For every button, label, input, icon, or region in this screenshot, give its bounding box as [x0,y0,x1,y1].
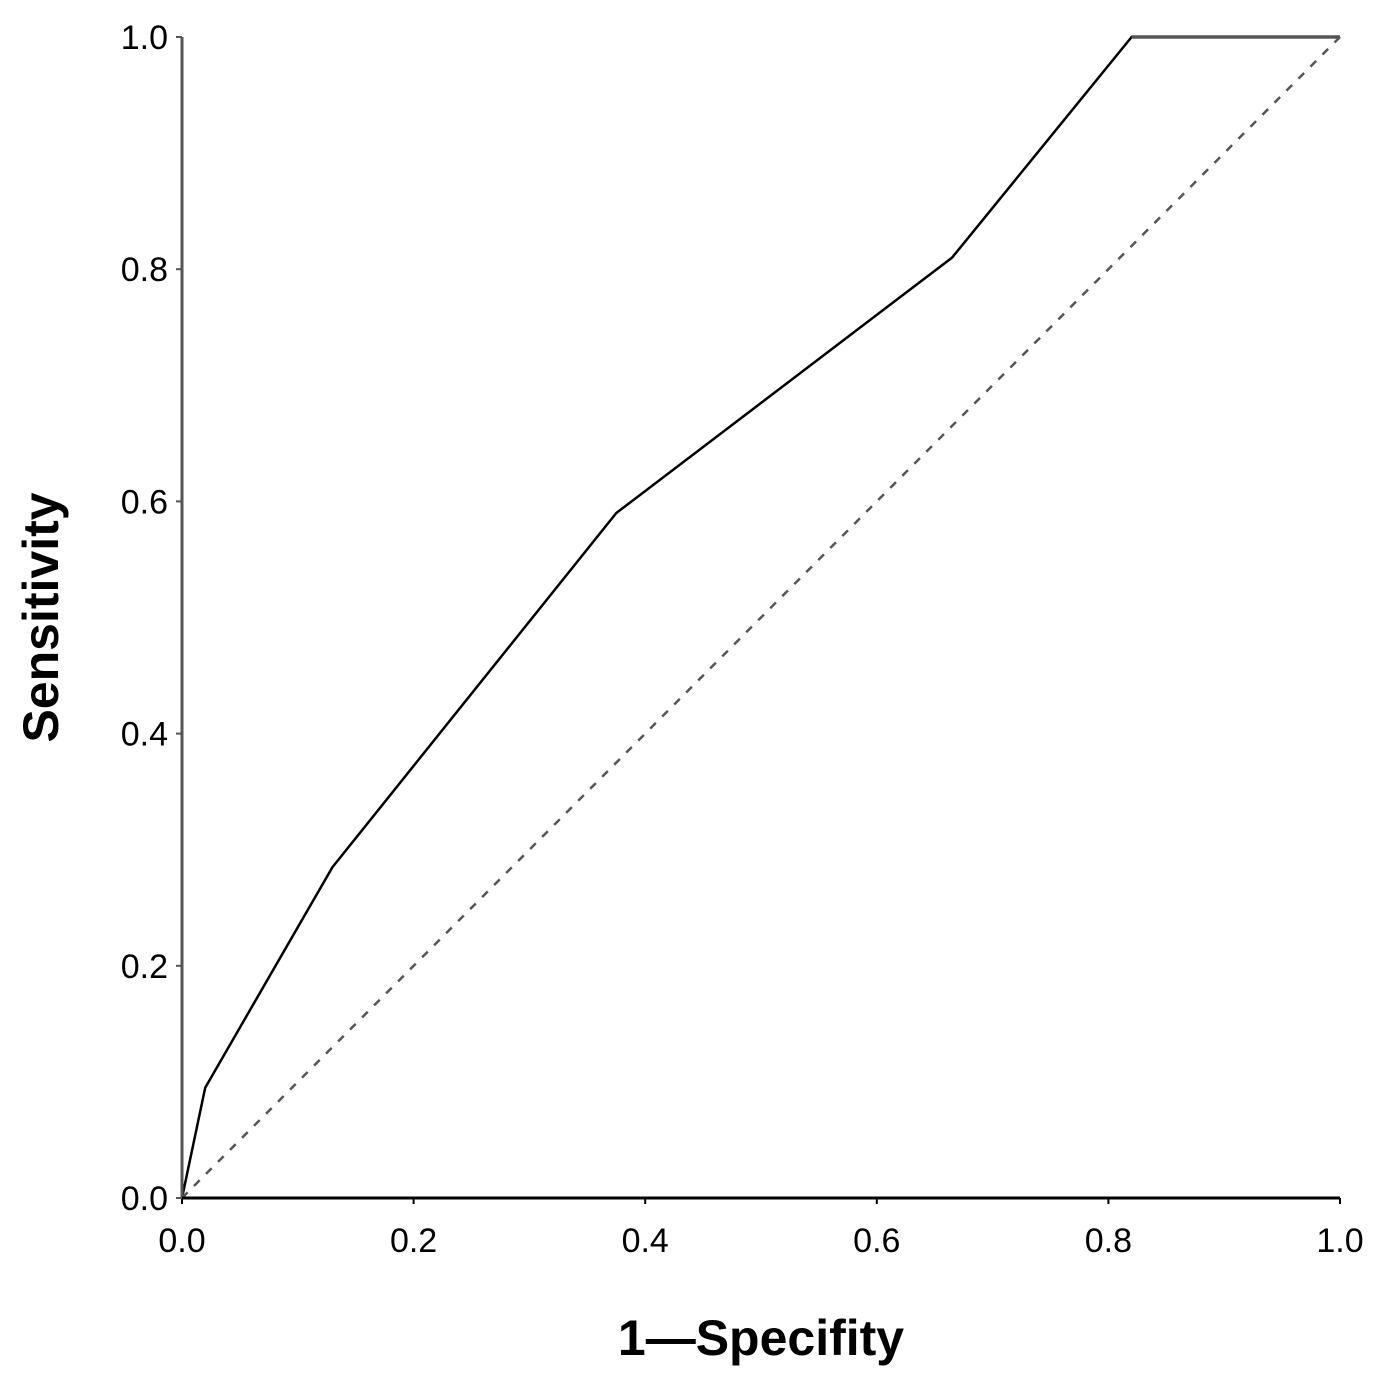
y-axis-ticks: 0.0 0.2 0.4 0.6 0.8 1.0 [121,19,182,1218]
x-tick-label: 1.0 [1316,1222,1363,1260]
x-tick-label: 0.0 [158,1222,205,1260]
x-tick-label: 0.2 [390,1222,437,1260]
x-axis-title: 1—Specifity [618,1310,904,1366]
y-axis-title: Sensitivity [13,492,69,742]
y-tick-label: 0.0 [121,1180,168,1218]
reference-diagonal-line [181,36,1341,1199]
y-tick-label: 0.6 [121,483,168,521]
plot-area [180,35,1341,1199]
y-tick-label: 0.2 [121,948,168,986]
y-tick-label: 1.0 [121,19,168,57]
x-tick-label: 0.6 [853,1222,900,1260]
x-axis-ticks: 0.0 0.2 0.4 0.6 0.8 1.0 [158,1198,1364,1260]
y-tick-label: 0.8 [121,251,168,289]
x-tick-label: 0.8 [1085,1222,1132,1260]
y-tick-label: 0.4 [121,716,168,754]
x-tick-label: 0.4 [622,1222,669,1260]
